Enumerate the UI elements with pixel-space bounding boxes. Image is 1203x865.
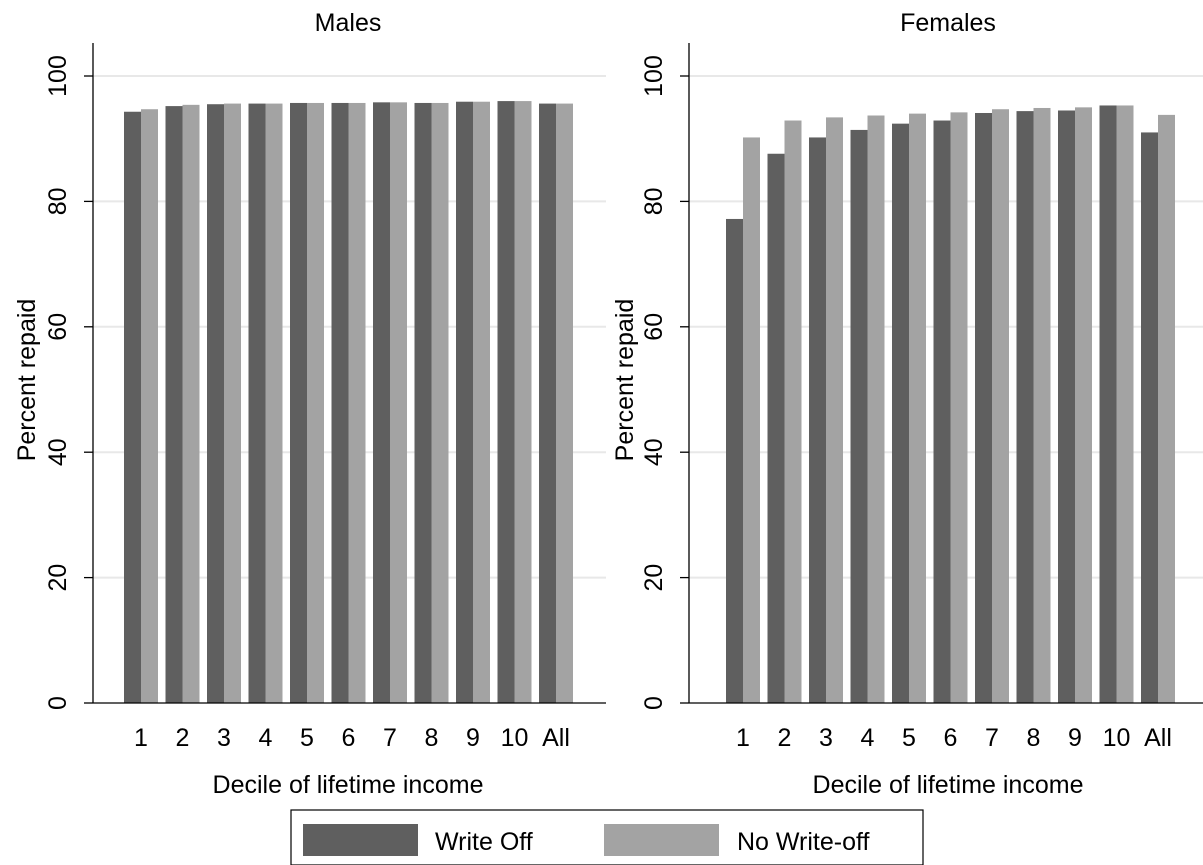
bar-write-off — [767, 153, 785, 704]
bar-no-write-off — [1033, 107, 1051, 704]
x-tick-label: 5 — [300, 724, 314, 752]
bar-write-off — [124, 111, 141, 703]
bar-write-off — [1058, 110, 1075, 704]
bar-no-write-off — [1116, 105, 1134, 704]
bar-write-off — [290, 102, 307, 703]
x-tick-label: 2 — [778, 724, 792, 752]
y-tick-label: 60 — [44, 313, 72, 341]
bar-write-off — [539, 103, 556, 703]
bar-write-off — [456, 101, 473, 703]
bar-write-off — [892, 123, 909, 704]
y-tick-label: 0 — [640, 696, 668, 710]
bar-no-write-off — [867, 115, 885, 704]
x-tick-label: 10 — [501, 724, 529, 752]
x-tick-label: 6 — [342, 724, 356, 752]
x-tick-label: 3 — [819, 724, 833, 752]
bar-no-write-off — [826, 117, 843, 703]
y-tick-label: 100 — [44, 55, 72, 97]
x-tick-label: 7 — [383, 724, 397, 752]
y-tick-label: 80 — [640, 187, 668, 215]
bar-no-write-off — [514, 101, 532, 703]
bar-no-write-off — [182, 104, 200, 704]
bar-no-write-off — [390, 102, 407, 704]
bar-no-write-off — [473, 101, 490, 703]
x-axis-title: Decile of lifetime income — [213, 771, 484, 799]
bar-no-write-off — [1158, 114, 1175, 703]
bar-no-write-off — [992, 109, 1009, 703]
bar-write-off — [248, 103, 266, 703]
panel-title: Females — [900, 9, 996, 37]
bar-no-write-off — [556, 103, 573, 703]
bar-write-off — [809, 137, 826, 704]
y-tick-label: 40 — [44, 438, 72, 466]
legend-label-write-off: Write Off — [435, 828, 533, 856]
x-tick-label: 8 — [425, 724, 439, 752]
bar-no-write-off — [141, 109, 158, 703]
y-tick-label: 60 — [640, 313, 668, 341]
bar-write-off — [933, 120, 951, 704]
bar-no-write-off — [348, 102, 366, 703]
x-tick-label: 9 — [466, 724, 480, 752]
bar-no-write-off — [224, 103, 241, 703]
y-tick-label: 40 — [640, 438, 668, 466]
x-tick-label: 4 — [259, 724, 273, 752]
bar-no-write-off — [307, 102, 324, 703]
bar-no-write-off — [784, 120, 802, 704]
bar-write-off — [726, 218, 743, 703]
y-tick-label: 20 — [640, 564, 668, 592]
y-axis-title: Percent repaid — [611, 299, 639, 462]
panel-title: Males — [315, 9, 382, 37]
legend-swatch-write-off — [303, 824, 418, 856]
legend-swatch-no-write-off — [604, 824, 719, 856]
x-tick-label: 10 — [1103, 724, 1131, 752]
x-tick-label: All — [542, 724, 570, 752]
legend-label-no-write-off: No Write-off — [737, 828, 870, 856]
x-tick-label: 4 — [861, 724, 875, 752]
bar-no-write-off — [265, 103, 283, 703]
bar-write-off — [497, 101, 515, 703]
bar-write-off — [414, 102, 432, 703]
bar-write-off — [373, 102, 390, 704]
bar-no-write-off — [431, 102, 449, 703]
bar-write-off — [1016, 111, 1034, 703]
females-panel: 0 20 40 60 80 100 1 2 3 4 5 6 7 8 9 10 All Females Decile … — [611, 9, 1203, 799]
bar-no-write-off — [909, 113, 926, 704]
bar-write-off — [975, 112, 992, 704]
legend: Write Off No Write-off — [290, 809, 924, 865]
x-axis-title: Decile of lifetime income — [813, 771, 1084, 799]
bar-write-off — [165, 106, 183, 703]
bar-write-off — [1099, 105, 1117, 704]
y-axis-title: Percent repaid — [13, 299, 41, 462]
x-tick-label: 8 — [1027, 724, 1041, 752]
x-tick-label: 1 — [134, 724, 148, 752]
males-panel: 0 20 40 60 80 100 1 2 3 4 5 6 7 8 9 10 All Males Decile of… — [13, 9, 606, 799]
x-tick-label: All — [1144, 724, 1172, 752]
y-tick-label: 20 — [44, 564, 72, 592]
x-tick-label: 9 — [1068, 724, 1082, 752]
y-tick-label: 80 — [44, 187, 72, 215]
x-tick-label: 3 — [217, 724, 231, 752]
y-tick-label: 0 — [44, 696, 72, 710]
bar-write-off — [207, 104, 224, 704]
x-tick-label: 1 — [736, 724, 750, 752]
bar-write-off — [1141, 132, 1158, 703]
x-tick-label: 6 — [944, 724, 958, 752]
bar-write-off — [331, 102, 349, 703]
bar-no-write-off — [950, 112, 968, 704]
y-tick-label: 100 — [640, 55, 668, 97]
x-tick-label: 2 — [176, 724, 190, 752]
bar-write-off — [850, 129, 868, 703]
x-tick-label: 5 — [902, 724, 916, 752]
x-tick-label: 7 — [985, 724, 999, 752]
bar-no-write-off — [1075, 107, 1092, 704]
bar-no-write-off — [743, 137, 760, 704]
